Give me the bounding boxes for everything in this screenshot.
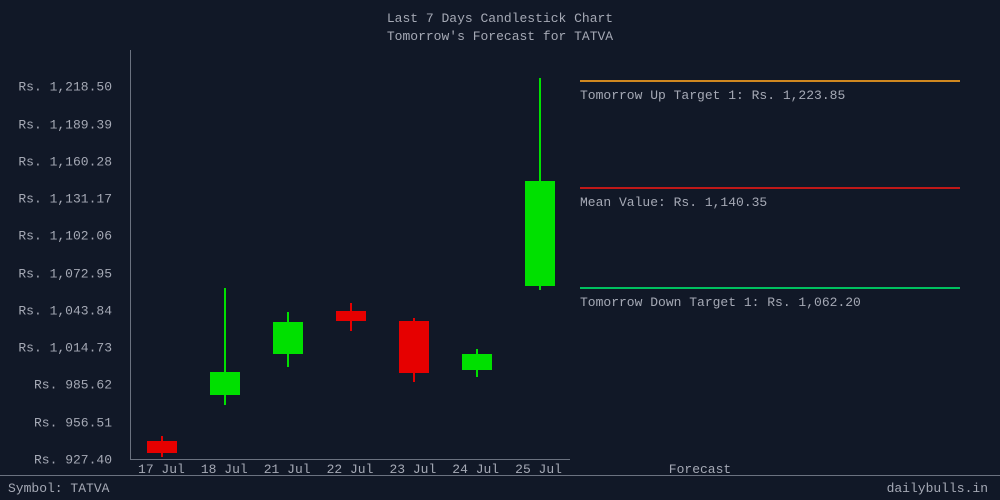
- forecast-label-up: Tomorrow Up Target 1: Rs. 1,223.85: [580, 88, 960, 103]
- site-label: dailybulls.in: [887, 481, 988, 496]
- y-tick: Rs. 1,189.39: [0, 117, 112, 132]
- candlestick-plot: [130, 50, 570, 460]
- candle-body: [147, 441, 177, 453]
- y-tick: Rs. 1,131.17: [0, 192, 112, 207]
- candle-body: [399, 321, 429, 373]
- y-tick: Rs. 985.62: [0, 378, 112, 393]
- candle: [273, 50, 303, 460]
- candle-body: [336, 311, 366, 321]
- y-axis: Rs. 1,218.50 Rs. 1,189.39 Rs. 1,160.28 Rs. …: [0, 50, 120, 460]
- y-tick: Rs. 1,102.06: [0, 229, 112, 244]
- forecast-label-down: Tomorrow Down Target 1: Rs. 1,062.20: [580, 295, 960, 310]
- footer-divider: [0, 475, 1000, 476]
- candle-body: [525, 181, 555, 286]
- title-line2: Tomorrow's Forecast for TATVA: [0, 28, 1000, 46]
- candle-body: [273, 322, 303, 354]
- y-tick: Rs. 1,160.28: [0, 154, 112, 169]
- symbol-label: Symbol: TATVA: [8, 481, 109, 496]
- title-line1: Last 7 Days Candlestick Chart: [0, 10, 1000, 28]
- candle: [147, 50, 177, 460]
- candle: [399, 50, 429, 460]
- forecast-line-up: [580, 80, 960, 82]
- chart-title: Last 7 Days Candlestick Chart Tomorrow's…: [0, 10, 1000, 46]
- y-tick: Rs. 1,218.50: [0, 80, 112, 95]
- y-tick: Rs. 956.51: [0, 415, 112, 430]
- candle: [462, 50, 492, 460]
- y-tick: Rs. 1,014.73: [0, 341, 112, 356]
- candle: [525, 50, 555, 460]
- y-tick: Rs. 1,043.84: [0, 303, 112, 318]
- forecast-line-down: [580, 287, 960, 289]
- forecast-line-mean: [580, 187, 960, 189]
- candle: [210, 50, 240, 460]
- y-tick: Rs. 1,072.95: [0, 266, 112, 281]
- x-axis: 17 Jul18 Jul21 Jul22 Jul23 Jul24 Jul25 J…: [0, 462, 1000, 482]
- candle-body: [210, 372, 240, 395]
- candle: [336, 50, 366, 460]
- footer: Symbol: TATVA dailybulls.in: [0, 481, 1000, 496]
- forecast-label-mean: Mean Value: Rs. 1,140.35: [580, 195, 960, 210]
- forecast-panel: Tomorrow Up Target 1: Rs. 1,223.85 Mean V…: [580, 50, 980, 460]
- candle-body: [462, 354, 492, 369]
